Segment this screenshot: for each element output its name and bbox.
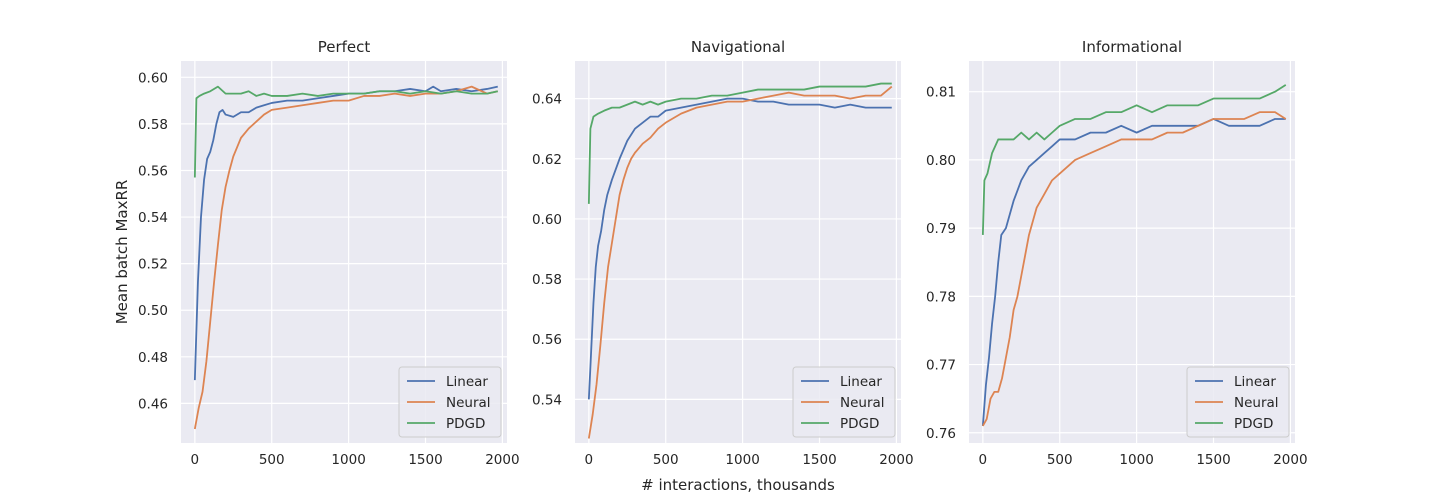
x-tick-label: 1500 [408,452,442,468]
panel-title: Informational [1082,38,1182,56]
panel-title: Navigational [691,38,785,56]
x-tick-label: 2000 [485,452,519,468]
y-tick-label: 0.60 [138,70,168,86]
y-tick-label: 0.76 [926,426,956,442]
y-tick-label: 0.77 [926,358,956,374]
y-tick-label: 0.56 [532,332,562,348]
legend-label: Neural [446,395,491,411]
panel-title: Perfect [318,38,371,56]
y-axis-label: Mean batch MaxRR [113,180,131,325]
y-tick-label: 0.79 [926,221,956,237]
y-tick-label: 0.60 [532,212,562,228]
legend: Linear Neural PDGD [398,366,502,438]
x-tick-label: 0 [585,452,594,468]
x-tick-label: 1000 [331,452,365,468]
y-tick-label: 0.58 [532,272,562,288]
y-tick-label: 0.62 [532,152,562,168]
legend-label: Linear [840,374,882,390]
legend-box [1186,366,1290,438]
series-line-linear [193,85,498,381]
x-tick-label: 1500 [802,452,836,468]
legend: Linear Neural PDGD [792,366,896,438]
panel-navigational: 0 500 1000 1500 2000 0.54 0.56 0.58 0.60 0.62 0.64… [532,38,914,468]
y-tick-label: 0.54 [138,210,168,226]
panel-perfect: 0 500 1000 1500 2000 0.46 0.48 0.50 0.52 0.54 0.56… [138,38,520,468]
x-tick-label: 0 [191,452,200,468]
y-tick-label: 0.50 [138,303,168,319]
x-tick-label: 500 [653,452,679,468]
series-line-linear [587,97,892,400]
x-tick-label: 1000 [1119,452,1153,468]
y-tick-label: 0.78 [926,289,956,305]
y-tick-label: 0.64 [532,92,562,108]
x-tick-label: 2000 [879,452,913,468]
legend: Linear Neural PDGD [1186,366,1290,438]
y-tick-label: 0.81 [926,85,956,101]
legend-label: PDGD [446,416,485,432]
legend-box [398,366,502,438]
x-tick-label: 1500 [1196,452,1230,468]
x-tick-label: 1000 [725,452,759,468]
legend-box [792,366,896,438]
y-tick-label: 0.56 [138,163,168,179]
series-line-pdgd [981,84,1287,235]
gridlines [181,61,507,443]
x-tick-label: 500 [1047,452,1073,468]
x-tick-label: 0 [979,452,988,468]
y-tick-label: 0.48 [138,350,168,366]
y-tick-label: 0.46 [138,396,168,412]
legend-label: Linear [1234,374,1276,390]
series-line-neural [193,85,498,430]
panel-informational: 0 500 1000 1500 2000 0.76 0.77 0.78 0.79 0.80 0.81… [926,38,1308,468]
x-tick-label: 500 [259,452,285,468]
y-tick-label: 0.80 [926,153,956,169]
gridlines [969,61,1295,443]
x-axis-label: # interactions, thousands [641,476,835,494]
legend-label: Linear [446,374,488,390]
y-tick-label: 0.52 [138,257,168,273]
legend-label: Neural [840,395,885,411]
x-tick-label: 2000 [1273,452,1307,468]
legend-label: PDGD [1234,416,1273,432]
y-tick-label: 0.58 [138,117,168,133]
series-line-neural [982,111,1287,427]
legend-label: Neural [1234,395,1279,411]
y-tick-label: 0.54 [532,392,562,408]
series-line-neural [587,85,893,439]
legend-label: PDGD [840,416,879,432]
series-line-pdgd [193,85,498,178]
series-line-pdgd [587,82,892,204]
